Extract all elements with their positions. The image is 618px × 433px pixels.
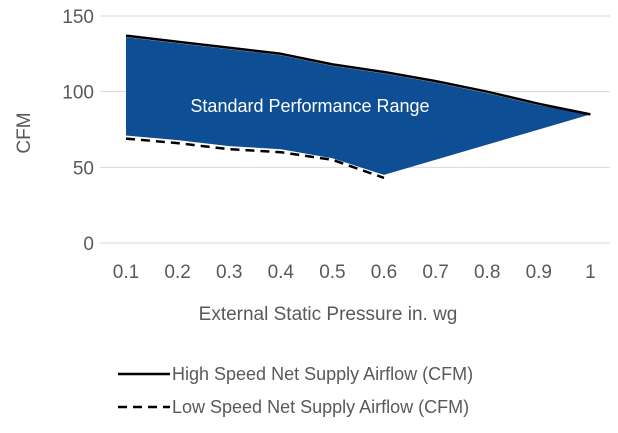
y-axis-ticks: 0 50 100 150: [62, 7, 94, 255]
x-tick-label: 0.1: [113, 262, 139, 283]
legend-label: Low Speed Net Supply Airflow (CFM): [172, 397, 469, 417]
region-label: Standard Performance Range: [190, 96, 429, 116]
x-axis-ticks: 0.1 0.2 0.3 0.4 0.5 0.6 0.7 0.8 0.9 1: [113, 262, 596, 283]
x-tick-label: 0.3: [216, 262, 242, 283]
legend: High Speed Net Supply Airflow (CFM) Low S…: [118, 364, 473, 417]
y-axis-label: CFM: [14, 112, 35, 153]
x-axis-label: External Static Pressure in. wg: [199, 304, 458, 325]
legend-label: High Speed Net Supply Airflow (CFM): [172, 364, 473, 384]
x-tick-label: 0.6: [371, 262, 397, 283]
x-tick-label: 0.9: [526, 262, 552, 283]
series-line-high-speed: [125, 34, 591, 116]
y-tick-label: 100: [62, 83, 94, 104]
series-lines: [125, 34, 591, 180]
y-tick-label: 0: [83, 234, 94, 255]
y-tick-label: 50: [73, 158, 94, 179]
x-tick-label: 0.5: [319, 262, 345, 283]
x-tick-label: 0.7: [422, 262, 448, 283]
series-line-low-speed: [125, 137, 385, 180]
x-tick-label: 0.8: [474, 262, 500, 283]
x-tick-label: 1: [585, 262, 596, 283]
x-tick-label: 0.2: [164, 262, 190, 283]
y-tick-label: 150: [62, 7, 94, 28]
performance-region-area: [126, 37, 591, 175]
x-tick-label: 0.4: [268, 262, 295, 283]
performance-region: Standard Performance Range: [126, 37, 591, 175]
